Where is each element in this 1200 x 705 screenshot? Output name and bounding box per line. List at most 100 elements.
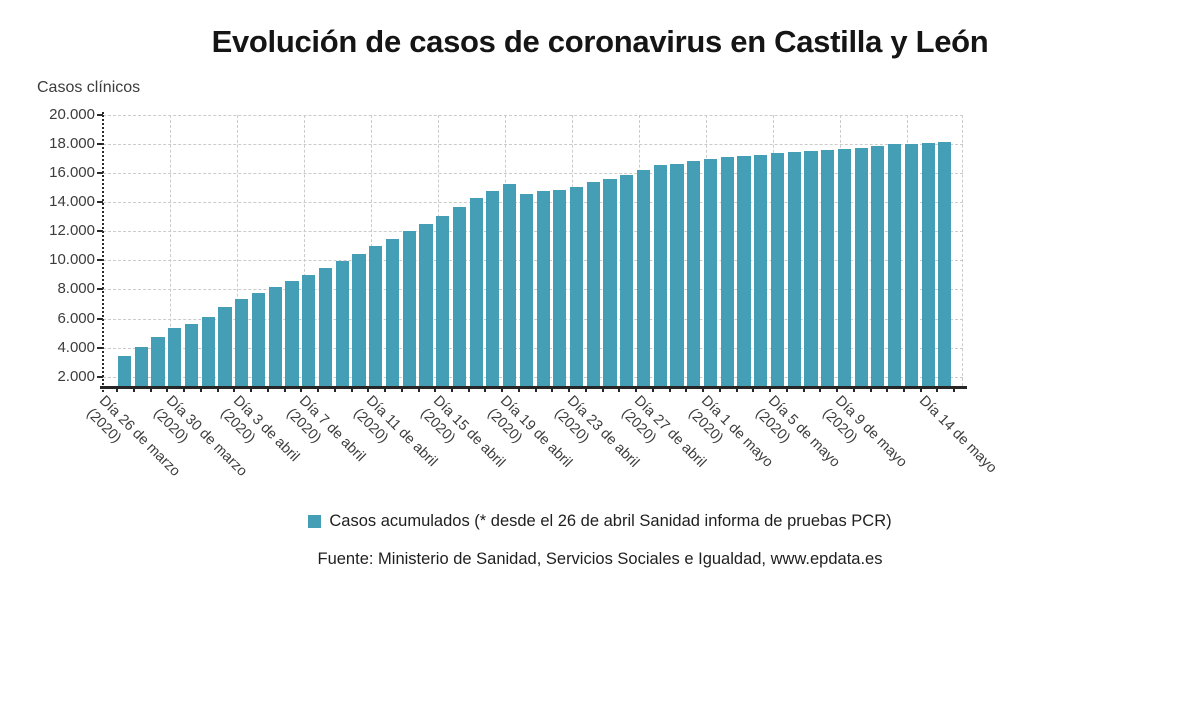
x-tick-minor — [300, 389, 303, 392]
x-tick-minor — [233, 389, 236, 392]
chart-title: Evolución de casos de coronavirus en Cas… — [211, 24, 989, 59]
x-tick-minor — [852, 389, 855, 392]
bar-29 de abril[interactable] — [687, 160, 701, 386]
y-tick-mark — [97, 201, 103, 204]
bar-11 de abril[interactable] — [385, 238, 400, 386]
bar-5 de abril[interactable] — [285, 281, 299, 386]
x-tick-label-text: Día 23 de abril (2020) — [551, 392, 643, 471]
bar-16 de abril[interactable] — [469, 198, 483, 386]
bar-28 de abril[interactable] — [670, 163, 684, 386]
bar-3 de mayo[interactable] — [754, 154, 768, 386]
bar-2 de mayo[interactable] — [737, 155, 751, 386]
y-tick-label: 10.000 — [49, 251, 95, 269]
bar-31 de marzo[interactable] — [201, 316, 215, 386]
bar-1 de abril[interactable] — [218, 307, 232, 386]
bar-27 de abril[interactable] — [653, 165, 667, 386]
x-tick-minor — [953, 389, 956, 392]
x-tick-minor — [317, 389, 320, 392]
x-tick-minor — [132, 389, 135, 392]
x-tick-minor — [752, 389, 755, 392]
x-tick-label-text: Día 3 de abril (2020) — [216, 392, 302, 466]
x-tick-minor — [400, 389, 403, 392]
y-tick-label: 4.000 — [57, 338, 95, 356]
y-axis-line — [101, 112, 104, 392]
x-tick-label-text: Día 27 de abril (2020) — [618, 392, 710, 471]
x-tick-minor — [718, 389, 721, 392]
x-tick-minor — [819, 389, 822, 392]
bar-13 de abril[interactable] — [419, 224, 433, 386]
x-tick-minor — [551, 389, 554, 392]
bar-8 de mayo[interactable] — [837, 148, 851, 386]
x-tick-minor — [651, 389, 654, 392]
bar-26 de marzo[interactable] — [118, 356, 132, 386]
bar-5 de mayo[interactable] — [787, 152, 801, 386]
x-tick-label-text: Día 30 de marzo (2020) — [149, 392, 250, 480]
x-tick-minor — [183, 389, 186, 392]
gridline-h — [103, 173, 963, 175]
bar-7 de mayo[interactable] — [821, 149, 835, 386]
bar-3 de abril[interactable] — [251, 292, 266, 386]
bar-25 de abril[interactable] — [620, 175, 634, 386]
x-tick-minor — [735, 389, 738, 392]
bar-12 de mayo[interactable] — [904, 143, 918, 386]
x-tick-minor — [333, 389, 336, 392]
x-tick-minor — [417, 389, 420, 392]
bar-4 de abril[interactable] — [268, 286, 282, 386]
bar-6 de abril[interactable] — [302, 274, 316, 386]
bar-30 de abril[interactable] — [703, 159, 718, 386]
x-tick-minor — [484, 389, 487, 392]
y-tick-label: 2.000 — [57, 367, 95, 385]
bar-1 de mayo[interactable] — [720, 157, 734, 386]
bar-23 de abril[interactable] — [586, 182, 600, 386]
x-tick-minor — [802, 389, 805, 392]
legend-swatch-icon — [308, 515, 322, 528]
bar-20 de abril[interactable] — [536, 191, 550, 386]
bar-11 de mayo[interactable] — [888, 144, 902, 386]
bar-10 de abril[interactable] — [369, 245, 383, 386]
x-tick-minor — [568, 389, 571, 392]
gridline-v — [236, 115, 238, 386]
bar-4 de mayo[interactable] — [770, 153, 785, 386]
bar-14 de mayo[interactable] — [938, 141, 952, 386]
bar-19 de abril[interactable] — [519, 194, 533, 386]
y-axis-title: Casos clínicos — [37, 79, 141, 96]
bar-13 de mayo[interactable] — [921, 142, 935, 386]
x-tick-minor — [501, 389, 504, 392]
y-tick-mark — [97, 259, 103, 262]
bar-24 de abril[interactable] — [603, 178, 617, 386]
x-tick-label-text: Día 15 de abril (2020) — [417, 392, 509, 471]
gridline-h — [103, 347, 963, 349]
bar-15 de abril[interactable] — [452, 207, 466, 386]
x-tick-label-text: Día 5 de mayo (2020) — [752, 392, 844, 471]
bar-22 de abril[interactable] — [569, 187, 584, 386]
bar-12 de abril[interactable] — [402, 231, 416, 386]
bar-29 de marzo[interactable] — [168, 328, 182, 386]
bar-18 de abril[interactable] — [503, 184, 517, 386]
gridline-h — [103, 260, 963, 262]
bar-8 de abril[interactable] — [335, 260, 349, 386]
bar-28 de marzo[interactable] — [151, 337, 165, 386]
bar-26 de abril[interactable] — [636, 169, 651, 386]
bar-30 de marzo[interactable] — [184, 324, 199, 386]
x-tick-label-text: Día 1 de mayo (2020) — [685, 392, 777, 471]
bar-17 de abril[interactable] — [486, 190, 500, 386]
bar-14 de abril[interactable] — [436, 215, 450, 386]
bar-10 de mayo[interactable] — [871, 145, 885, 386]
bar-7 de abril[interactable] — [318, 268, 333, 386]
bar-6 de mayo[interactable] — [804, 150, 818, 386]
bar-9 de mayo[interactable] — [854, 147, 868, 386]
x-tick-minor — [467, 389, 470, 392]
y-tick-mark — [97, 346, 103, 349]
legend[interactable]: Casos acumulados (* desde el 26 de abril… — [0, 512, 1200, 531]
x-tick-minor — [149, 389, 152, 392]
bar-21 de abril[interactable] — [553, 189, 567, 386]
x-tick-minor — [451, 389, 453, 392]
x-tick-label-text: Día 7 de abril (2020) — [283, 392, 369, 466]
bar-9 de abril[interactable] — [352, 254, 366, 386]
gridline-h — [103, 144, 963, 146]
bar-2 de abril[interactable] — [235, 299, 249, 386]
gridline-h — [103, 318, 963, 320]
bar-27 de marzo[interactable] — [134, 347, 148, 386]
y-tick-label: 6.000 — [57, 309, 95, 327]
